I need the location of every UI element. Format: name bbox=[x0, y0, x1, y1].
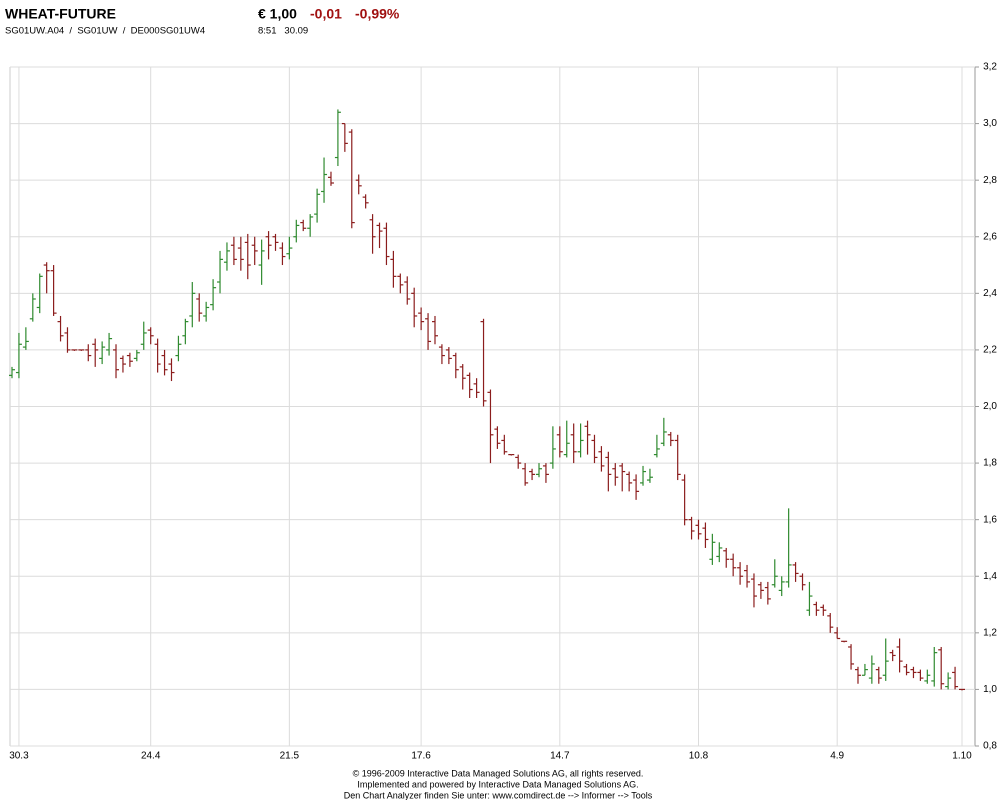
x-tick-label: 17.6 bbox=[411, 751, 431, 762]
x-tick-label: 10.8 bbox=[689, 751, 709, 762]
y-tick-label: 3,0 bbox=[983, 118, 997, 129]
footer: Den Chart Analyzer finden Sie unter: www… bbox=[344, 790, 653, 800]
y-tick-label: 1,6 bbox=[983, 514, 997, 525]
y-tick-label: 3,2 bbox=[983, 62, 997, 73]
change-pct: -0,99% bbox=[355, 6, 400, 22]
subtitle: SG01UW.A04 / SG01UW / DE000SG01UW4 bbox=[5, 26, 205, 37]
y-tick-label: 2,0 bbox=[983, 401, 997, 412]
time: 8:51 30.09 bbox=[258, 26, 308, 37]
y-tick-label: 2,8 bbox=[983, 175, 997, 186]
x-tick-label: 14.7 bbox=[550, 751, 570, 762]
chart-title: WHEAT-FUTURE bbox=[5, 6, 116, 22]
y-tick-label: 2,6 bbox=[983, 231, 997, 242]
footer: © 1996-2009 Interactive Data Managed Sol… bbox=[353, 768, 644, 778]
x-tick-label: 21.5 bbox=[280, 751, 300, 762]
y-tick-label: 0,8 bbox=[983, 741, 997, 752]
y-tick-label: 2,2 bbox=[983, 345, 997, 356]
change: -0,01 bbox=[310, 6, 342, 22]
footer: Implemented and powered by Interactive D… bbox=[357, 779, 638, 789]
y-tick-label: 1,0 bbox=[983, 684, 997, 695]
price: € 1,00 bbox=[258, 6, 297, 22]
y-tick-label: 1,4 bbox=[983, 571, 997, 582]
y-tick-label: 1,2 bbox=[983, 627, 997, 638]
x-tick-label: 1.10 bbox=[952, 751, 972, 762]
x-tick-label: 24.4 bbox=[141, 751, 161, 762]
y-tick-label: 2,4 bbox=[983, 288, 997, 299]
x-tick-label: 30.3 bbox=[9, 751, 29, 762]
y-tick-label: 1,8 bbox=[983, 458, 997, 469]
x-tick-label: 4.9 bbox=[830, 751, 844, 762]
